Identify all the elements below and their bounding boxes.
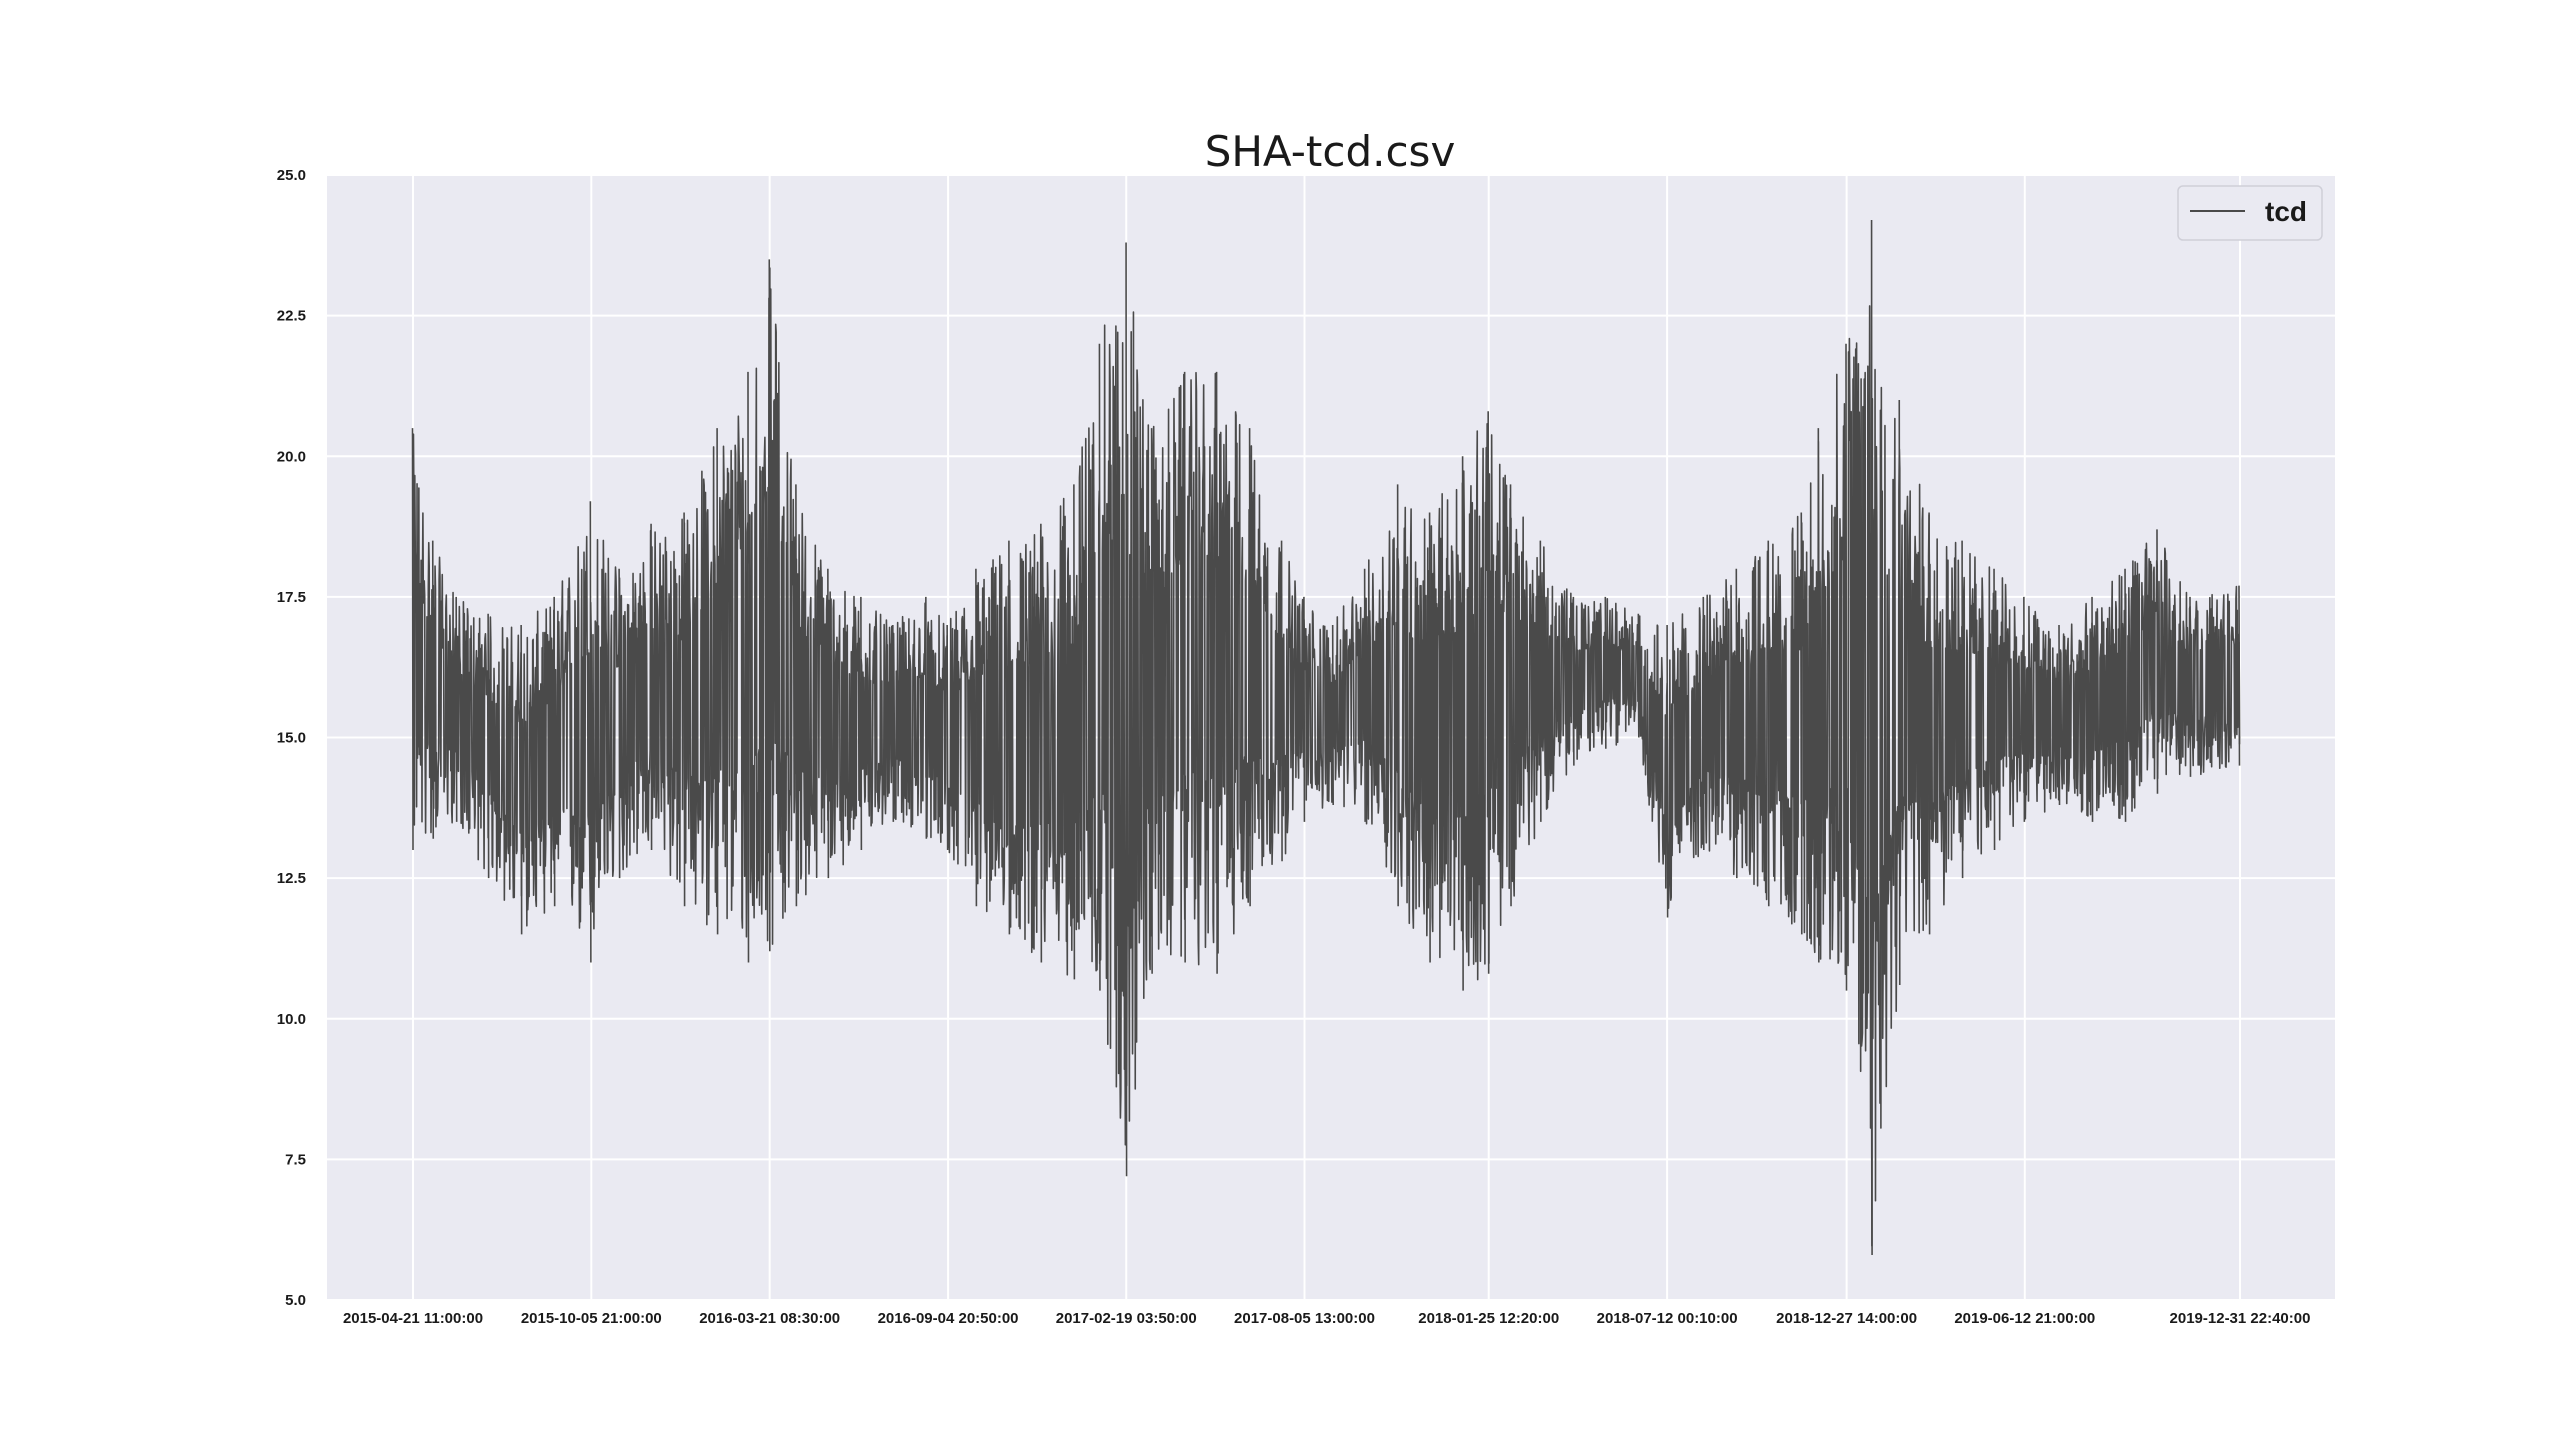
y-tick-label: 17.5: [277, 589, 306, 606]
y-tick-label: 10.0: [277, 1011, 306, 1028]
y-tick-label: 20.0: [277, 448, 306, 465]
x-tick-label: 2018-01-25 12:20:00: [1418, 1310, 1559, 1327]
x-tick-label: 2018-12-27 14:00:00: [1776, 1310, 1917, 1327]
legend: tcd: [2177, 185, 2323, 241]
x-axis: 2015-04-21 11:00:00 2015-10-05 21:00:00 20…: [343, 1310, 2311, 1327]
x-tick-label: 2017-02-19 03:50:00: [1056, 1310, 1197, 1327]
y-tick-label: 5.0: [285, 1292, 306, 1309]
series-extremes-tcd: [411, 219, 2241, 1256]
y-tick-label: 12.5: [277, 870, 306, 887]
y-tick-label: 22.5: [277, 308, 306, 325]
x-tick-label: 2015-04-21 11:00:00: [343, 1310, 483, 1327]
x-tick-label: 2019-06-12 21:00:00: [1954, 1310, 2095, 1327]
x-tick-label: 2015-10-05 21:00:00: [521, 1310, 662, 1327]
series-layer: [411, 219, 2241, 1256]
y-tick-label: 15.0: [277, 730, 306, 747]
y-tick-label: 25.0: [277, 167, 306, 184]
x-tick-label: 2017-08-05 13:00:00: [1234, 1310, 1375, 1327]
y-tick-label: 7.5: [285, 1151, 306, 1168]
legend-label-tcd: tcd: [2265, 196, 2307, 227]
x-tick-label: 2016-03-21 08:30:00: [699, 1310, 840, 1327]
legend-box: [2177, 185, 2323, 241]
y-axis: 5.0 7.5 10.0 12.5 15.0 17.5 20.0 22.5 25.0: [277, 167, 306, 1309]
chart-title: SHA-tcd.csv: [1205, 127, 1456, 176]
x-tick-label: 2019-12-31 22:40:00: [2170, 1310, 2311, 1327]
x-tick-label: 2016-09-04 20:50:00: [878, 1310, 1019, 1327]
x-tick-label: 2018-07-12 00:10:00: [1597, 1310, 1738, 1327]
